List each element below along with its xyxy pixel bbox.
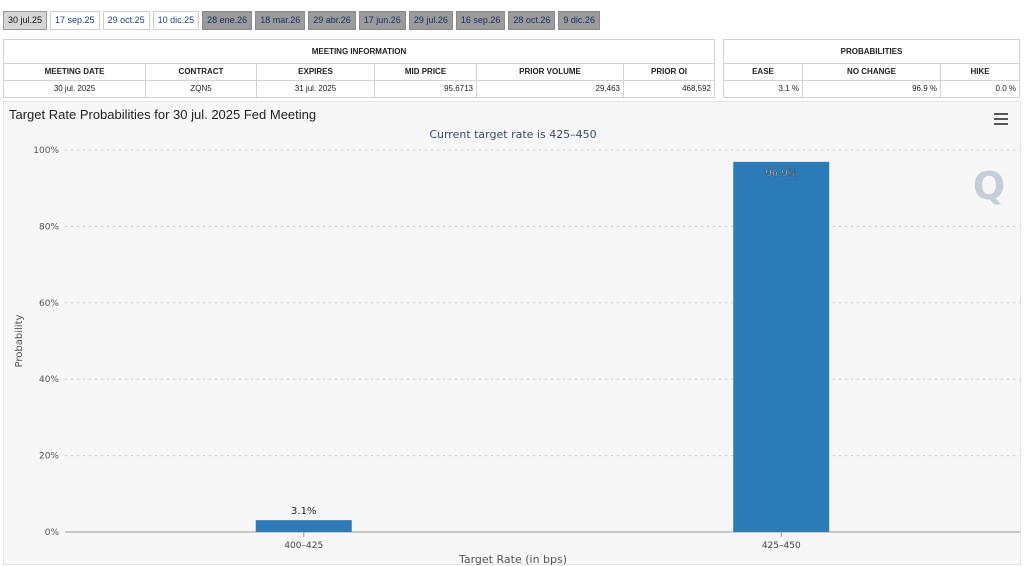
y-tick-label: 80% bbox=[39, 222, 59, 232]
prior-volume-value: 29,463 bbox=[477, 81, 624, 98]
no-change-value: 96.9 % bbox=[803, 81, 941, 98]
tab-meeting-11[interactable]: 9 dic.26 bbox=[558, 11, 600, 30]
contract-value: ZQN5 bbox=[146, 81, 257, 98]
tab-meeting-9[interactable]: 16 sep.26 bbox=[455, 11, 506, 30]
bar-400–425 bbox=[255, 520, 352, 532]
chart-subtitle: Current target rate is 425–450 bbox=[429, 128, 596, 141]
y-axis-title: Probability bbox=[14, 314, 25, 367]
x-axis-title: Target Rate (in bps) bbox=[458, 553, 567, 566]
bar-425–450 bbox=[733, 161, 830, 533]
col-prior-oi: PRIOR OI bbox=[650, 67, 687, 76]
col-prior-volume: PRIOR VOLUME bbox=[477, 64, 624, 80]
meeting-header-row: MEETING DATE CONTRACT EXPIRES MID PRICE … bbox=[4, 64, 714, 81]
probabilities-header-row: EASE NO CHANGE HIKE bbox=[724, 64, 1019, 81]
ease-value: 3.1 % bbox=[724, 81, 803, 98]
probabilities-table: PROBABILITIES EASE NO CHANGE HIKE 3.1 % … bbox=[723, 39, 1020, 98]
chart-menu-icon[interactable] bbox=[994, 113, 1008, 125]
hike-value: 0.0 % bbox=[995, 84, 1016, 93]
tab-meeting-6[interactable]: 29 abr.26 bbox=[308, 11, 356, 30]
col-hike: HIKE bbox=[970, 67, 990, 76]
meeting-information-table: MEETING INFORMATION MEETING DATE CONTRAC… bbox=[3, 39, 715, 98]
chart-svg: Current target rate is 425–450 Q 0% 20% 40% 6… bbox=[14, 128, 1020, 566]
data-label: 96.9% bbox=[765, 168, 797, 179]
tab-meeting-1[interactable]: 17 sep.25 bbox=[50, 11, 100, 30]
meeting-value-row: 30 jul. 2025 ZQN5 31 jul. 2025 95.6713 2… bbox=[4, 81, 714, 98]
y-tick-label: 100% bbox=[33, 146, 59, 156]
meeting-information-title: MEETING INFORMATION bbox=[4, 40, 714, 64]
y-tick-label: 0% bbox=[45, 528, 60, 538]
probability-chart: Target Rate Probabilities for 30 jul. 20… bbox=[3, 101, 1021, 566]
x-tick-label: 400–425 bbox=[284, 541, 323, 551]
y-tick-label: 20% bbox=[39, 452, 59, 462]
y-tick-label: 60% bbox=[39, 299, 59, 309]
tab-meeting-0[interactable]: 30 jul.25 bbox=[3, 11, 48, 30]
tab-meeting-4[interactable]: 28 ene.26 bbox=[202, 11, 253, 30]
mid-price-value: 95.6713 bbox=[375, 81, 477, 98]
tab-meeting-10[interactable]: 28 oct.26 bbox=[508, 11, 556, 30]
tab-meeting-2[interactable]: 29 oct.25 bbox=[102, 11, 150, 30]
probabilities-title: PROBABILITIES bbox=[724, 40, 1019, 64]
expires-value: 31 jul. 2025 bbox=[257, 81, 375, 98]
col-ease: EASE bbox=[724, 64, 803, 80]
col-contract: CONTRACT bbox=[146, 64, 257, 80]
x-tick-label: 425–450 bbox=[762, 541, 801, 551]
col-no-change: NO CHANGE bbox=[803, 64, 941, 80]
chart-title: Target Rate Probabilities for 30 jul. 20… bbox=[9, 107, 317, 122]
data-label: 3.1% bbox=[291, 506, 316, 517]
col-mid-price: MID PRICE bbox=[375, 64, 477, 80]
prior-oi-value: 468,592 bbox=[682, 84, 711, 93]
col-expires: EXPIRES bbox=[257, 64, 375, 80]
tab-meeting-8[interactable]: 29 jul.26 bbox=[408, 11, 453, 30]
meeting-date-value: 30 jul. 2025 bbox=[4, 81, 146, 98]
meeting-tabs: 30 jul.25 17 sep.25 29 oct.25 10 dic.25 28 e… bbox=[3, 11, 600, 30]
watermark-logo: Q bbox=[973, 164, 1005, 208]
y-tick-label: 40% bbox=[39, 375, 59, 385]
tab-meeting-7[interactable]: 17 jun.26 bbox=[358, 11, 406, 30]
tab-meeting-3[interactable]: 10 dic.25 bbox=[152, 11, 200, 30]
tab-meeting-5[interactable]: 18 mar.26 bbox=[255, 11, 306, 30]
col-meeting-date: MEETING DATE bbox=[4, 64, 146, 80]
probabilities-value-row: 3.1 % 96.9 % 0.0 % bbox=[724, 81, 1019, 98]
